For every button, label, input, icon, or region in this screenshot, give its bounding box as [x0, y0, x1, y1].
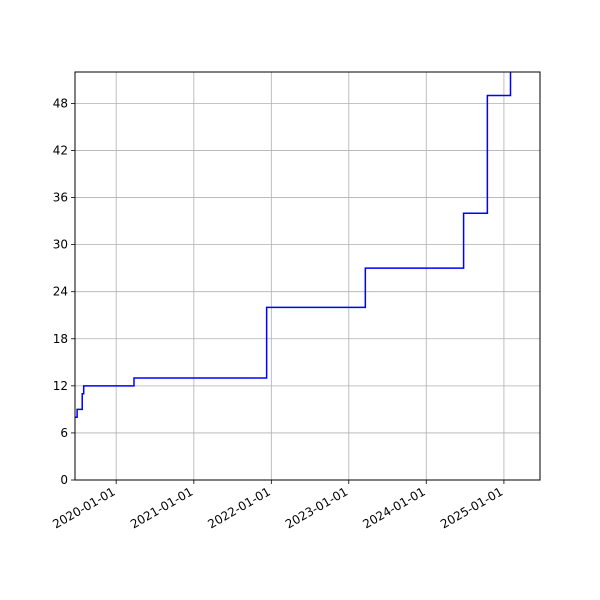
y-axis: 0 6 12 18 24 30 36 42 48: [53, 96, 75, 487]
series-layer: [75, 72, 512, 418]
y-tick-label: 36: [53, 191, 68, 205]
y-tick-label: 42: [53, 143, 68, 157]
series-step-line: [75, 72, 512, 418]
y-tick-label: 24: [53, 285, 68, 299]
y-tick-label: 0: [60, 473, 68, 487]
grid-lines: [75, 72, 540, 481]
y-tick-label: 6: [60, 426, 68, 440]
y-tick-label: 48: [53, 96, 68, 110]
plot-area: [75, 72, 540, 480]
y-tick-label: 30: [53, 238, 68, 252]
y-tick-label: 12: [53, 379, 68, 393]
plot-frame: [74, 71, 541, 481]
y-tick-label: 18: [53, 332, 68, 346]
